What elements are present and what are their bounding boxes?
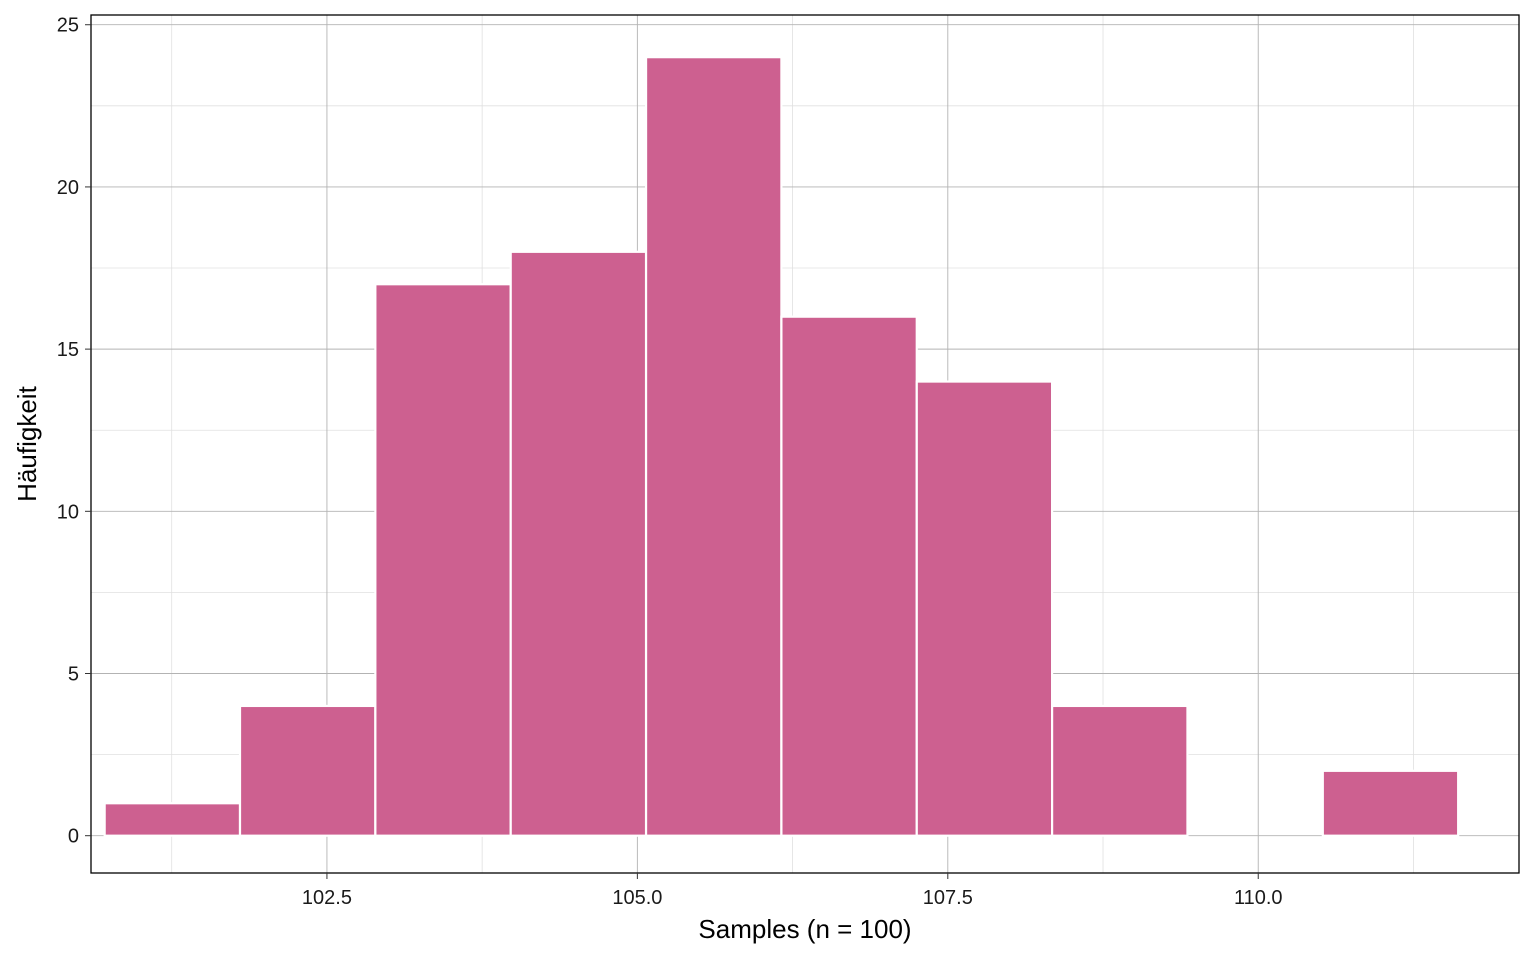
x-axis-title: Samples (n = 100) [698,914,911,944]
x-tick-label: 105.0 [612,887,662,909]
histogram-bar [1321,769,1460,837]
histogram-bar [915,380,1054,837]
histogram-bar [103,802,242,837]
y-tick-label: 0 [68,826,79,848]
y-tick-label: 25 [57,15,79,37]
y-tick-label: 15 [57,339,79,361]
y-axis: 0 5 10 15 20 25 [57,15,91,848]
histogram-bar [1051,704,1189,837]
x-axis: 102.5 105.0 107.5 110.0 [302,873,1283,909]
y-tick-label: 5 [68,664,79,686]
histogram-bar [374,283,512,837]
x-tick-label: 107.5 [923,887,973,909]
histogram-bar [780,315,918,837]
x-tick-label: 110.0 [1234,887,1283,909]
histogram-bars [103,56,1460,837]
y-tick-label: 20 [57,177,79,199]
x-tick-label: 102.5 [302,887,352,909]
histogram-bar [238,704,377,837]
panel-border [90,14,1520,874]
histogram-bar [644,56,783,837]
y-tick-label: 10 [57,501,79,523]
y-axis-title: Häufigkeit [12,385,42,501]
histogram-bar [509,250,648,837]
